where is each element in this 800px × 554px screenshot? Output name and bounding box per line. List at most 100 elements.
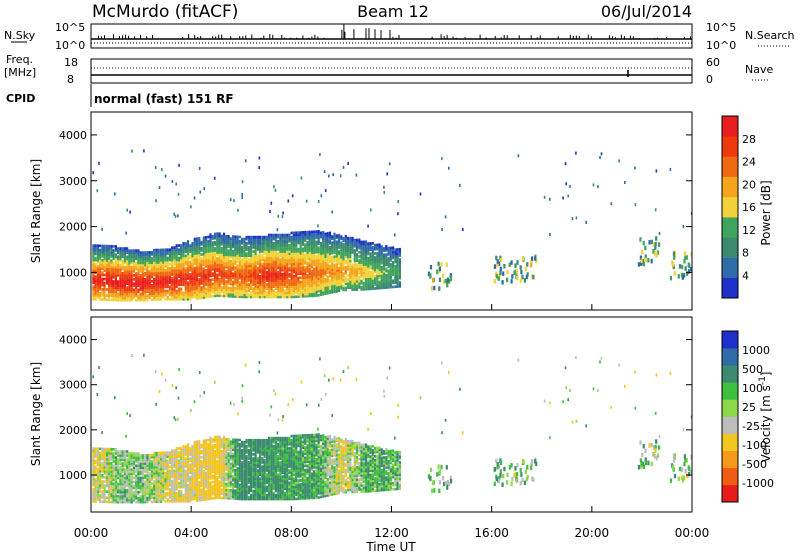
power-cell [150,284,153,287]
power-cell [304,294,307,298]
power-cell [378,270,381,273]
power-cell [241,237,244,241]
power-cell [258,156,261,160]
power-cell [369,277,372,280]
power-cell [225,269,228,273]
velocity-cell [92,479,95,483]
power-cell [301,249,305,253]
power-cell [180,244,183,247]
velocity-cell [108,470,111,473]
power-cell [157,254,160,258]
power-cell [344,234,347,238]
power-cell [259,268,262,272]
power-cell [150,286,153,289]
power-cell [216,257,219,260]
velocity-cell [195,493,199,496]
nsky-strip [90,23,693,49]
power-cell [105,257,108,260]
power-cell [229,276,232,280]
power-cell [360,288,363,291]
power-cell [103,259,106,262]
velocity-cell [94,455,97,459]
power-cell [283,274,286,278]
velocity-cell [195,462,199,466]
power-cell [353,267,356,271]
power-cell [225,263,228,267]
velocity-cell [164,467,167,471]
power-cell [123,276,126,279]
power-cell [331,286,334,290]
power-cell [162,287,165,291]
power-cell [198,288,201,292]
power-cell [247,287,250,290]
power-cell [92,285,95,289]
power-cell [299,266,302,269]
power-cell [342,266,345,269]
power-cell [180,283,183,287]
power-cell [394,285,397,289]
power-cell [292,246,295,249]
power-cell [229,292,232,296]
velocity-cell [162,488,165,491]
power-cell [324,273,327,277]
power-cell [112,245,115,248]
power-cell [299,288,302,292]
power-cell [232,253,235,257]
power-cell [220,261,223,265]
velocity-cell [105,484,108,487]
velocity-cell [103,457,106,461]
power-cell [96,246,99,250]
power-cell [250,250,253,253]
power-cell [369,262,372,266]
velocity-cell [182,463,185,467]
power-cell [353,277,356,281]
velocity-cell [108,464,111,467]
power-cell [444,278,447,284]
power-cell [168,269,172,272]
power-cell [159,279,163,283]
power-cell [144,255,147,258]
power-cell [227,265,230,269]
power-cell [193,281,196,284]
power-cell [328,239,332,243]
power-cell [108,288,111,291]
power-cell [328,174,330,178]
power-cell [244,159,247,163]
power-cell [220,240,223,244]
velocity-cell [99,461,102,465]
power-cell [270,266,273,270]
power-cell [157,298,160,301]
power-cell [380,286,383,290]
power-cell [283,254,286,257]
power-cell [144,284,147,287]
power-cell [238,241,241,245]
power-cell [315,294,318,297]
power-cell [319,246,323,249]
velocity-cell [117,496,120,500]
power-cell [328,260,332,264]
power-cell [130,257,133,261]
power-cell [247,254,250,257]
velocity-cell [96,461,99,465]
power-cell [193,274,196,278]
power-cell [252,272,255,276]
power-cell [385,273,388,277]
power-cell [155,250,158,254]
power-cell [369,287,372,291]
power-cell [353,271,356,275]
power-cell [112,282,115,285]
power-cell [387,277,390,281]
velocity-cell [121,464,124,467]
power-cell [175,293,178,297]
power-cell [288,252,291,255]
power-cell [114,284,117,287]
power-cell [96,256,99,260]
power-cell [374,283,377,286]
power-cell [180,250,183,254]
velocity-cell [198,470,201,474]
power-cell [462,228,464,232]
power-cell [238,276,241,280]
power-cell [335,242,338,246]
power-cell [337,254,341,258]
velocity-cell [146,484,149,488]
